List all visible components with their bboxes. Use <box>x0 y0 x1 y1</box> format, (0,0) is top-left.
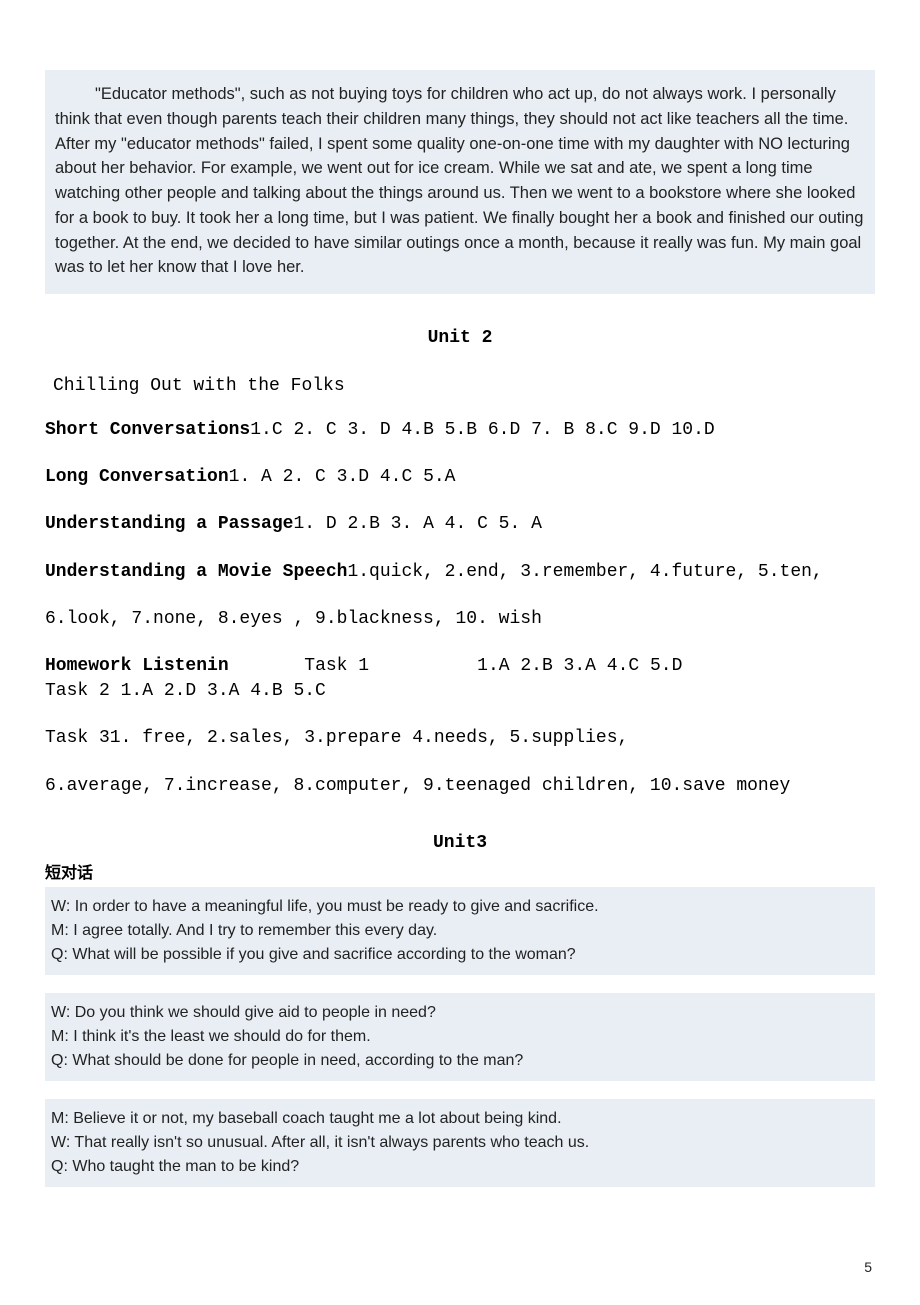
movie-speech-line2: 6.look, 7.none, 8.eyes , 9.blackness, 10… <box>45 607 875 632</box>
dialog2-w: W: Do you think we should give aid to pe… <box>51 1001 867 1025</box>
long-conv-answers: 1. A 2. C 3.D 4.C 5.A <box>229 467 456 487</box>
dialog-box-1: W: In order to have a meaningful life, y… <box>45 887 875 975</box>
movie-speech-line1: Understanding a Movie Speech1.quick, 2.e… <box>45 560 875 585</box>
passage-text: "Educator methods", such as not buying t… <box>55 85 863 276</box>
dialog2-m: M: I think it's the least we should do f… <box>51 1025 867 1049</box>
task2-answers: 1.A 2.D 3.A 4.B 5.C <box>121 681 326 701</box>
task1-answers: 1.A 2.B 3.A 4.C 5.D <box>477 656 682 676</box>
homework-label: Homework Listenin <box>45 656 229 676</box>
dialog3-m: M: Believe it or not, my baseball coach … <box>51 1107 867 1131</box>
task2-label: Task 2 <box>45 681 110 701</box>
understanding-passage: Understanding a Passage1. D 2.B 3. A 4. … <box>45 512 875 537</box>
dialog1-w: W: In order to have a meaningful life, y… <box>51 895 867 919</box>
short-conversations: Short Conversations1.C 2. C 3. D 4.B 5.B… <box>45 418 875 443</box>
task3-line1: Task 31. free, 2.sales, 3.prepare 4.need… <box>45 726 875 751</box>
page-content: "Educator methods", such as not buying t… <box>0 0 920 1305</box>
unit2-title: Unit 2 <box>45 328 875 348</box>
task3-line2: 6.average, 7.increase, 8.computer, 9.tee… <box>45 774 875 799</box>
dialog3-w: W: That really isn't so unusual. After a… <box>51 1131 867 1155</box>
short-conv-label: Short Conversations <box>45 420 250 440</box>
dialog3-q: Q: Who taught the man to be kind? <box>51 1155 867 1179</box>
passage-label: Understanding a Passage <box>45 514 293 534</box>
homework-listening: Homework Listenin Task 1 1.A 2.B 3.A 4.C… <box>45 654 875 704</box>
long-conversation: Long Conversation1. A 2. C 3.D 4.C 5.A <box>45 465 875 490</box>
cn-short-dialog-label: 短对话 <box>45 859 875 883</box>
dialog-box-2: W: Do you think we should give aid to pe… <box>45 993 875 1081</box>
short-conv-answers: 1.C 2. C 3. D 4.B 5.B 6.D 7. B 8.C 9.D 1… <box>250 420 714 440</box>
unit3-title: Unit3 <box>45 833 875 853</box>
page-number: 5 <box>864 1259 872 1275</box>
unit2-subtitle: Chilling Out with the Folks <box>45 376 875 396</box>
task1-label: Task 1 <box>304 656 369 676</box>
movie-answers-1: 1.quick, 2.end, 3.remember, 4.future, 5.… <box>347 562 822 582</box>
dialog-box-3: M: Believe it or not, my baseball coach … <box>45 1099 875 1187</box>
dialog1-m: M: I agree totally. And I try to remembe… <box>51 919 867 943</box>
dialog1-q: Q: What will be possible if you give and… <box>51 943 867 967</box>
movie-label: Understanding a Movie Speech <box>45 562 347 582</box>
passage-box: "Educator methods", such as not buying t… <box>45 70 875 294</box>
dialog2-q: Q: What should be done for people in nee… <box>51 1049 867 1073</box>
long-conv-label: Long Conversation <box>45 467 229 487</box>
passage-answers: 1. D 2.B 3. A 4. C 5. A <box>293 514 541 534</box>
